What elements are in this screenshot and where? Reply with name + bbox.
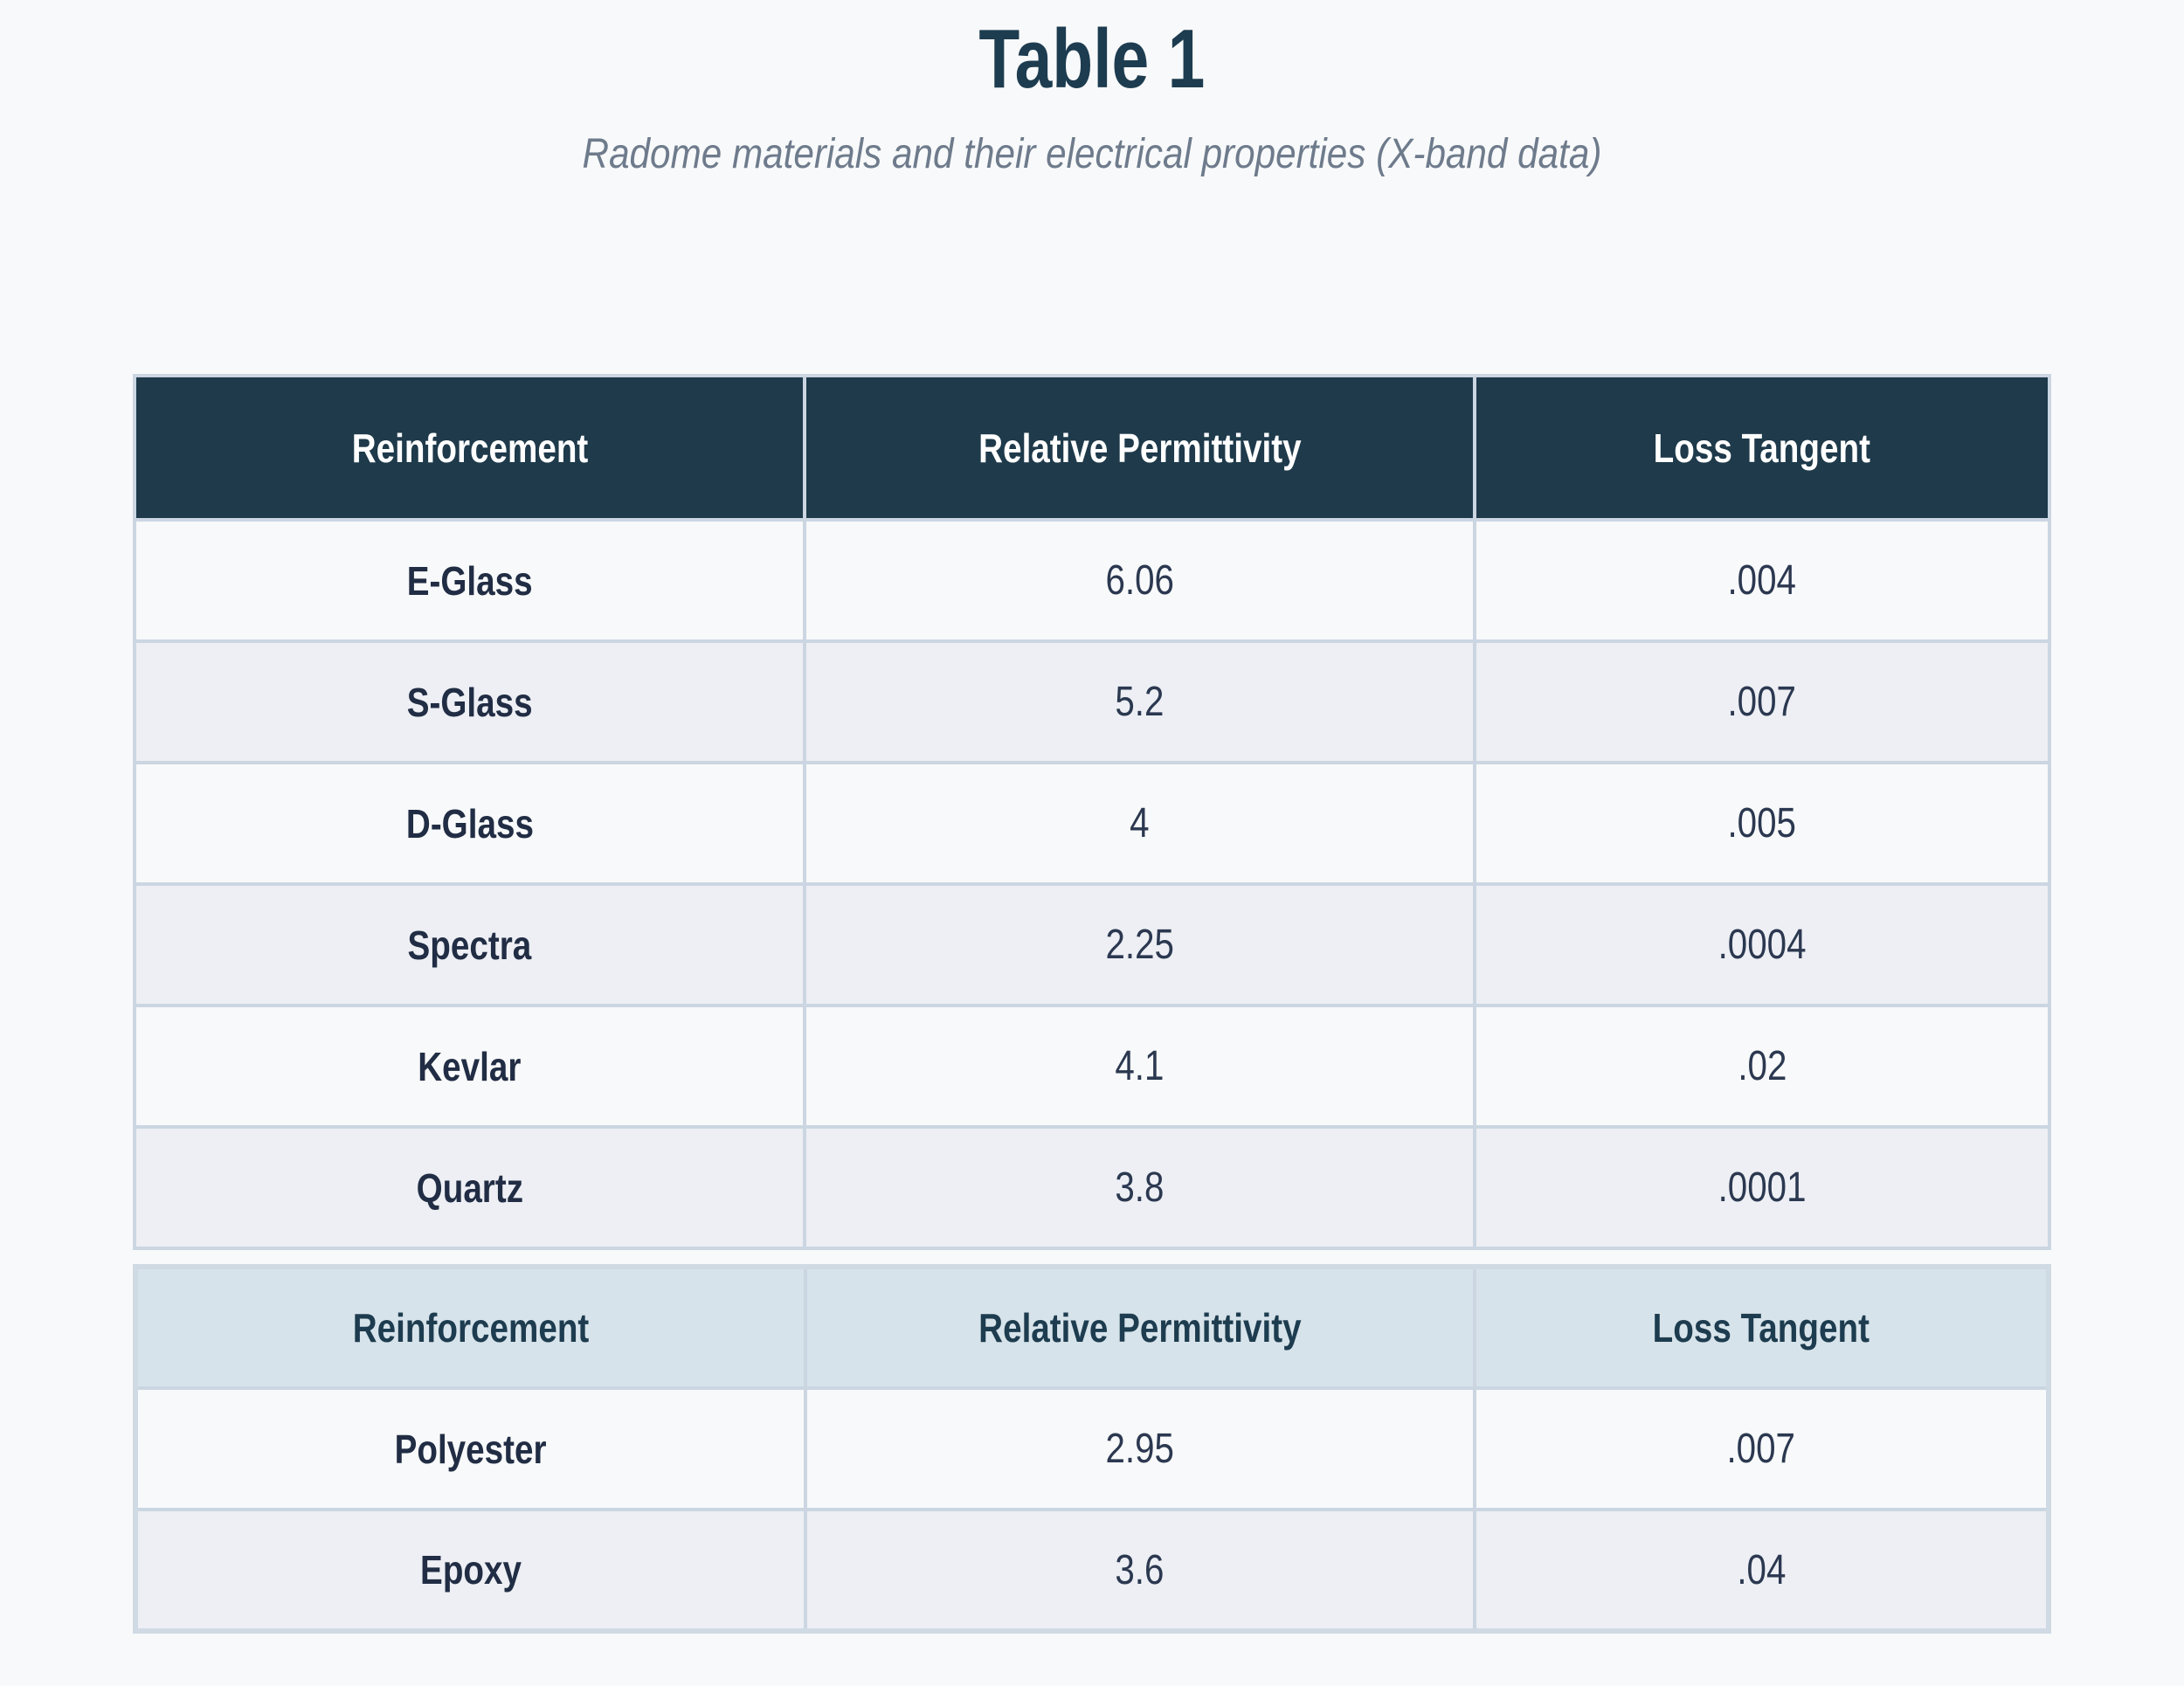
- material-name-cell: E-Glass: [132, 518, 807, 643]
- loss-tangent-cell: .007: [1473, 639, 2051, 764]
- permittivity-cell: 4: [803, 761, 1477, 886]
- table2-header-row: Reinforcement Relative Permittivity Loss…: [134, 1265, 2050, 1390]
- page-subtitle: Radome materials and their electrical pr…: [0, 128, 2184, 182]
- permittivity-cell: 2.25: [803, 882, 1477, 1007]
- column-header-reinforcement: Reinforcement: [134, 1265, 807, 1390]
- column-header-loss-tangent: Loss Tangent: [1473, 374, 2051, 522]
- permittivity-cell: 3.8: [803, 1125, 1477, 1250]
- page-title: Table 1: [0, 9, 2184, 109]
- loss-tangent-cell: .02: [1473, 1004, 2051, 1129]
- table-row-epoxy: Epoxy 3.6 .04: [134, 1508, 2050, 1633]
- column-header-relative-permittivity: Relative Permittivity: [803, 374, 1477, 522]
- permittivity-cell: 4.1: [803, 1004, 1477, 1129]
- loss-tangent-cell: .005: [1473, 761, 2051, 886]
- loss-tangent-cell: .004: [1473, 518, 2051, 643]
- page-subtitle-text: Radome materials and their electrical pr…: [582, 131, 1602, 177]
- table-row-polyester: Polyester 2.95 .007: [134, 1386, 2050, 1511]
- materials-table-1: Reinforcement Relative Permittivity Loss…: [132, 374, 2051, 1250]
- material-name-cell: Epoxy: [134, 1508, 807, 1633]
- table-row-d-glass: D-Glass 4 .005: [132, 761, 2051, 886]
- loss-tangent-cell: .04: [1473, 1508, 2050, 1633]
- material-name-cell: S-Glass: [132, 639, 807, 764]
- material-name-cell: D-Glass: [132, 761, 807, 886]
- column-header-loss-tangent: Loss Tangent: [1473, 1265, 2050, 1390]
- material-name-cell: Quartz: [132, 1125, 807, 1250]
- material-name-cell: Polyester: [134, 1386, 807, 1511]
- permittivity-cell: 5.2: [803, 639, 1477, 764]
- table-reinforcement-fibers: Reinforcement Relative Permittivity Loss…: [132, 374, 2051, 1250]
- table-row-e-glass: E-Glass 6.06 .004: [132, 518, 2051, 643]
- table1-header-row: Reinforcement Relative Permittivity Loss…: [132, 374, 2051, 522]
- table-row-quartz: Quartz 3.8 .0001: [132, 1125, 2051, 1250]
- page-title-text: Table 1: [978, 12, 1206, 106]
- table-row-s-glass: S-Glass 5.2 .007: [132, 639, 2051, 764]
- material-name-cell: Kevlar: [132, 1004, 807, 1129]
- column-header-relative-permittivity: Relative Permittivity: [803, 1265, 1476, 1390]
- column-header-reinforcement: Reinforcement: [132, 374, 807, 522]
- permittivity-cell: 3.6: [803, 1508, 1476, 1633]
- loss-tangent-cell: .0001: [1473, 1125, 2051, 1250]
- materials-table-2: Reinforcement Relative Permittivity Loss…: [133, 1264, 2051, 1634]
- loss-tangent-cell: .0004: [1473, 882, 2051, 1007]
- table-row-kevlar: Kevlar 4.1 .02: [132, 1004, 2051, 1129]
- table-reinforcement-resins: Reinforcement Relative Permittivity Loss…: [133, 1264, 2051, 1634]
- loss-tangent-cell: .007: [1473, 1386, 2050, 1511]
- material-name-cell: Spectra: [132, 882, 807, 1007]
- permittivity-cell: 6.06: [803, 518, 1477, 643]
- table-row-spectra: Spectra 2.25 .0004: [132, 882, 2051, 1007]
- permittivity-cell: 2.95: [803, 1386, 1476, 1511]
